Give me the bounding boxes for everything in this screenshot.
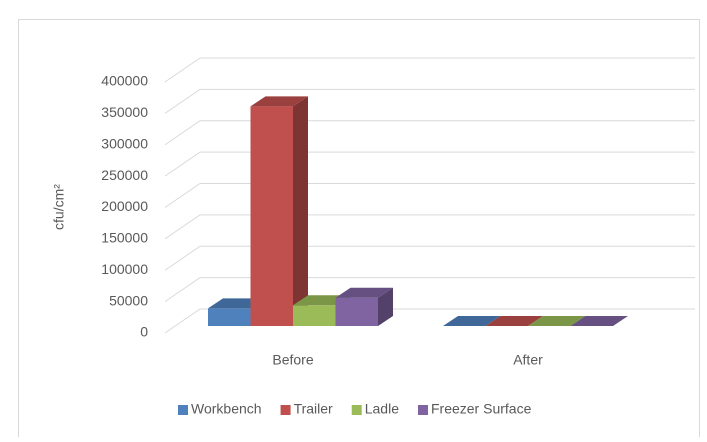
legend-swatch — [351, 405, 362, 415]
legend-label: Ladle — [365, 401, 399, 417]
y-tick-label: 250000 — [101, 167, 148, 183]
y-tick-label: 0 — [140, 324, 148, 340]
bar — [443, 316, 501, 326]
bar-front — [293, 305, 336, 326]
bar-top — [443, 316, 501, 326]
legend-label: Freezer Surface — [431, 401, 532, 417]
bar-top — [335, 287, 393, 298]
bar-side — [378, 287, 393, 326]
bar-front — [250, 106, 293, 326]
bar-side — [293, 96, 308, 326]
bar — [570, 316, 628, 326]
legend-swatch — [280, 405, 291, 415]
bar — [485, 316, 543, 326]
grid-line — [164, 245, 695, 271]
legend-swatch — [178, 405, 188, 415]
y-tick-label: 100000 — [101, 261, 148, 277]
bar-top — [250, 96, 308, 107]
grid-line — [164, 277, 695, 303]
y-tick-label: 200000 — [101, 198, 148, 214]
grid-line — [164, 151, 695, 177]
x-tick-label: After — [513, 352, 543, 368]
legend-swatch — [417, 405, 428, 415]
y-tick-label: 350000 — [101, 104, 148, 120]
y-tick-label: 150000 — [101, 230, 148, 246]
grid-line — [164, 88, 695, 114]
grid-line — [164, 308, 695, 334]
grid-line — [164, 214, 695, 240]
y-tick-label: 400000 — [101, 73, 148, 89]
grid-line — [164, 183, 695, 208]
grid-line — [164, 120, 695, 146]
bar — [528, 316, 586, 326]
grid-line — [164, 57, 695, 83]
legend-label: Workbench — [191, 401, 262, 417]
bar-front — [335, 297, 378, 326]
y-tick-label: 300000 — [101, 135, 148, 151]
bar-front — [208, 308, 251, 326]
y-axis-label: cfu/cm² — [51, 184, 67, 230]
bar-top — [485, 316, 543, 326]
x-tick-label: Before — [272, 352, 313, 368]
bar — [335, 287, 393, 326]
bar — [250, 96, 308, 326]
bar-top — [528, 316, 586, 326]
legend-label: Trailer — [294, 401, 333, 417]
y-tick-label: 50000 — [109, 292, 148, 308]
bar-top — [570, 316, 628, 326]
